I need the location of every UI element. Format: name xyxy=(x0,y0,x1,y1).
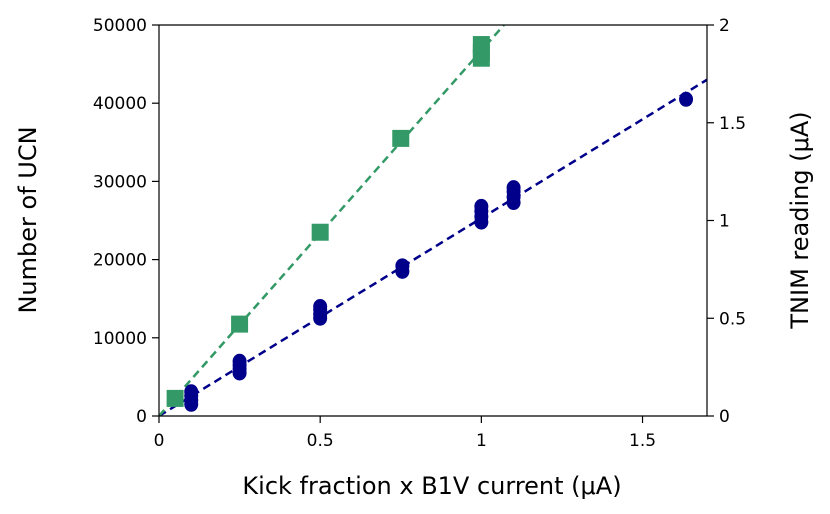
point-series-1-0 xyxy=(166,389,184,407)
point-series-0-21 xyxy=(506,180,521,196)
x-tick-label: 0 xyxy=(154,431,165,451)
left-y-tick-label: 10000 xyxy=(93,329,147,349)
ticks: 0 0.5 1 1.5 0 10000 20000 30000 40000 50000 0 0.5 1 1… xyxy=(93,16,746,451)
point-series-1-1 xyxy=(231,315,249,333)
x-tick-label: 0.5 xyxy=(307,431,334,451)
fit-line-series-1 xyxy=(159,25,505,416)
right-y-tick-label: 0 xyxy=(719,407,730,427)
x-axis-title: Kick fraction x B1V current (μA) xyxy=(242,472,621,500)
point-series-0-3 xyxy=(184,384,199,400)
point-series-1-6 xyxy=(472,36,490,54)
x-tick-label: 1 xyxy=(476,431,487,451)
point-series-1-2 xyxy=(311,223,329,241)
left-y-tick-label: 40000 xyxy=(93,94,147,114)
point-series-0-11 xyxy=(313,299,328,315)
fit-lines xyxy=(159,25,707,416)
point-series-1-3 xyxy=(392,129,410,147)
left-y-tick-label: 50000 xyxy=(93,16,147,36)
data-points xyxy=(166,36,694,412)
left-y-tick-label: 0 xyxy=(136,407,147,427)
point-series-0-7 xyxy=(232,353,247,369)
x-tick-label: 1.5 xyxy=(629,431,656,451)
left-y-tick-label: 30000 xyxy=(93,172,147,192)
fit-line-series-0 xyxy=(159,78,707,416)
point-series-0-13 xyxy=(395,258,410,274)
left-y-tick-label: 20000 xyxy=(93,251,147,271)
point-series-0-22 xyxy=(679,91,694,107)
right-y-axis-title: TNIM reading (μA) xyxy=(786,111,814,329)
right-y-tick-label: 2 xyxy=(719,16,730,36)
point-series-0-17 xyxy=(474,198,489,214)
right-y-tick-label: 1.5 xyxy=(719,114,746,134)
right-y-tick-label: 0.5 xyxy=(719,309,746,329)
right-y-tick-label: 1 xyxy=(719,212,730,232)
left-y-axis-title: Number of UCN xyxy=(14,126,42,313)
